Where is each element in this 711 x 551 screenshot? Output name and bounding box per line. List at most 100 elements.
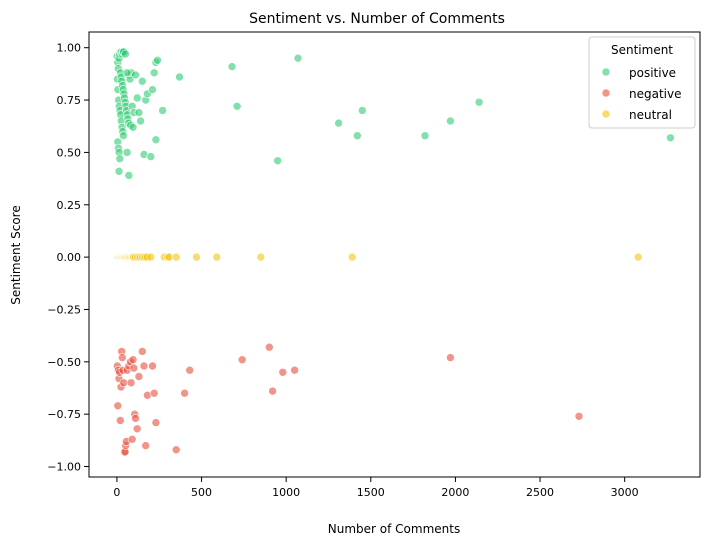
x-tick-label: 2000 [441,486,469,499]
data-point-negative [171,445,181,455]
x-tick-label: 500 [191,486,212,499]
data-point-positive [175,72,184,82]
data-point-positive [446,116,455,126]
data-point-negative [118,353,127,362]
y-tick-label: 0.75 [57,94,82,107]
data-point-negative [141,441,150,450]
legend: Sentiment positive negative neutral [588,36,696,129]
data-point-positive [115,154,125,163]
data-point-negative [113,401,123,411]
data-point-positive [146,152,156,161]
data-point-negative [131,414,140,423]
data-point-positive [227,62,237,71]
data-point-negative [278,367,288,377]
data-point-negative [138,347,147,356]
data-point-neutral [146,252,156,262]
x-tick-label: 2500 [526,486,554,499]
y-tick-label: 0.25 [57,199,82,212]
data-point-positive [420,131,430,140]
x-tick-label: 0 [113,486,120,499]
legend-marker-positive [601,67,611,77]
data-point-positive [153,55,162,65]
data-point-negative [129,363,139,373]
data-point-positive [132,93,142,103]
data-point-positive [666,133,675,143]
y-tick-label: −0.25 [47,303,81,316]
data-point-negative [149,388,159,398]
legend-marker-neutral [601,109,611,119]
data-point-neutral [633,252,643,262]
data-point-positive [352,131,362,140]
y-tick-label: −0.50 [47,356,81,369]
data-point-negative [574,411,584,421]
data-point-negative [148,361,157,371]
data-point-negative [268,386,277,396]
data-point-positive [121,49,130,59]
x-tick-label: 1500 [357,486,385,499]
data-point-positive [151,135,161,145]
data-point-positive [131,70,140,80]
data-point-positive [474,97,484,107]
data-point-positive [122,68,132,78]
y-axis: 1.00 0.75 0.50 0.25 0.00 −0.25 −0.50 −0.75 −1.00 [47,42,89,474]
legend-title: Sentiment [611,43,673,57]
data-point-negative [128,355,138,365]
x-tick-label: 3000 [611,486,639,499]
y-tick-label: 1.00 [57,42,82,55]
data-point-positive [232,102,242,111]
legend-label-neutral: neutral [629,108,672,122]
y-tick-label: 0.50 [57,146,82,159]
y-tick-label: −1.00 [47,461,81,474]
x-axis-label: Number of Comments [328,522,460,536]
data-point-negative [132,424,142,434]
data-point-neutral [347,252,357,262]
y-axis-label: Sentiment Score [9,205,23,304]
y-tick-label: 0.00 [57,251,82,264]
data-point-negative [116,416,125,425]
data-point-positive [136,116,145,126]
data-points [112,47,675,457]
x-tick-label: 1000 [272,486,300,499]
data-point-negative [237,355,247,365]
data-point-positive [148,85,157,94]
data-point-positive [357,106,367,115]
data-point-neutral [192,252,201,262]
data-point-positive [273,156,283,166]
data-point-positive [134,108,144,117]
data-point-positive [114,167,124,176]
data-point-positive [293,53,303,63]
legend-marker-negative [601,88,611,98]
data-point-negative [180,388,189,398]
data-point-positive [128,123,138,132]
chart-title: Sentiment vs. Number of Comments [249,11,505,27]
y-tick-label: −0.75 [47,408,81,421]
data-point-negative [185,365,194,375]
data-point-neutral [171,252,181,262]
data-point-negative [446,353,455,362]
data-point-negative [264,342,274,352]
data-point-negative [139,361,149,371]
legend-entries: positive negative neutral [601,66,681,122]
data-point-positive [119,131,128,140]
data-point-negative [290,365,299,375]
data-point-neutral [212,252,222,262]
legend-label-positive: positive [629,66,676,80]
data-point-negative [134,372,144,381]
data-point-neutral [256,252,266,262]
data-point-negative [127,434,137,444]
plot-area [88,31,701,478]
data-point-positive [138,76,147,86]
data-point-positive [158,106,167,115]
data-point-positive [149,68,159,78]
data-point-negative [151,418,161,427]
data-point-positive [122,148,132,157]
data-point-positive [124,171,134,180]
data-point-negative [119,378,128,388]
x-axis: 0 500 1000 1500 2000 2500 3000 [113,477,639,499]
legend-box [588,36,696,129]
legend-label-negative: negative [629,87,681,101]
data-point-negative [126,378,136,388]
data-point-positive [334,118,343,128]
